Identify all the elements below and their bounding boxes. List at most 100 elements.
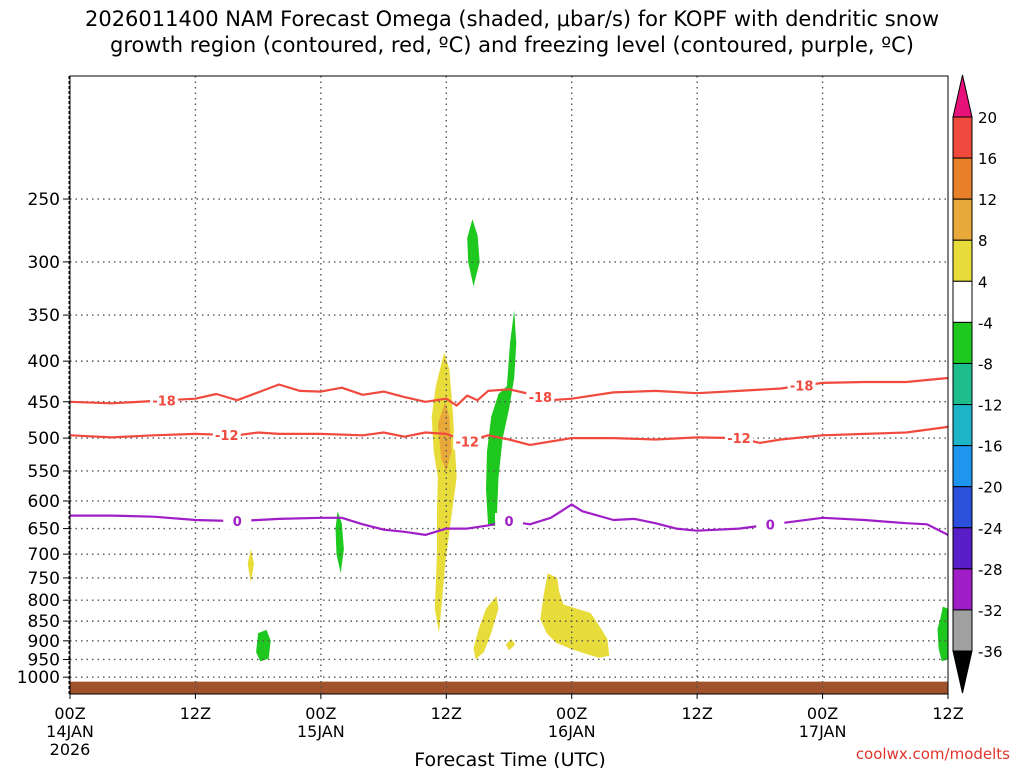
contour-dgz-minus12-label-bg-0	[212, 426, 241, 443]
y-tick-label-500: 500	[28, 429, 60, 449]
colorbar-label-13: -36	[978, 643, 1003, 661]
title-line-1: 2026011400 NAM Forecast Omega (shaded, μ…	[84, 7, 940, 31]
x-tick-label-3: 12Z	[431, 704, 462, 723]
x-tick-label-6: 00Z	[807, 704, 838, 723]
x-year-label-0: 2026	[50, 740, 91, 759]
contour-lines: -18 -18 -18 -12 -12 -12 0 0 0	[69, 376, 949, 536]
contour-dgz-minus18-label-bg-1	[526, 389, 555, 406]
y-tick-label-650: 650	[28, 520, 60, 540]
colorbar-label-8: -16	[978, 438, 1003, 456]
contour-freezing-0-label-1: 0	[504, 515, 513, 530]
x-tick-label-2: 00Z	[305, 704, 336, 723]
y-tick-label-300: 300	[28, 253, 60, 273]
y-tick-label-350: 350	[28, 306, 60, 326]
contour-freezing-0-label-bg-2	[756, 516, 785, 533]
contour-freezing-0-label-bg-1	[495, 513, 523, 530]
y-tick-label-850: 850	[28, 612, 60, 632]
contour-dgz-minus18-label-1: -18	[529, 391, 553, 406]
contour-dgz-minus12-label-0: -12	[215, 429, 239, 444]
grid-lines	[70, 76, 948, 694]
y-tick-label-950: 950	[28, 650, 60, 670]
colorbar-label-0: 20	[978, 109, 997, 127]
x-axis-label: Forecast Time (UTC)	[414, 749, 605, 768]
contour-dgz-minus18-label-bg-2	[787, 377, 816, 394]
x-date-label-0: 14JAN	[46, 722, 94, 741]
omega-region-2	[256, 629, 271, 662]
y-tick-label-400: 400	[28, 352, 60, 372]
omega-region-3	[335, 511, 344, 574]
x-tick-label-5: 12Z	[681, 704, 712, 723]
colorbar-bin-0	[952, 116, 973, 159]
title-line-2: growth region (contoured, red, ºC) and f…	[110, 33, 914, 57]
colorbar-label-1: 16	[978, 150, 997, 168]
colorbar-bin-8	[952, 445, 973, 488]
colorbar-bin-11	[952, 568, 973, 611]
colorbar-label-10: -24	[978, 520, 1003, 538]
contour-dgz-minus18-label-2: -18	[790, 380, 814, 395]
colorbar-bin-3	[952, 239, 973, 282]
colorbar-label-11: -28	[978, 561, 1003, 579]
colorbar-label-6: -8	[978, 355, 993, 373]
contour-freezing-0-label-0: 0	[233, 515, 242, 530]
omega-shading	[247, 219, 948, 662]
y-tick-label-600: 600	[28, 492, 60, 512]
y-tick-label-750: 750	[28, 569, 60, 589]
colorbar-label-5: -4	[978, 314, 993, 332]
colorbar-top-arrow	[952, 74, 973, 118]
colorbar-bin-5	[952, 321, 973, 364]
colorbar: 20 16 12 8 4 -4 -8 -12 -16 -20 -24 -28 -32 -36	[952, 74, 1003, 694]
ground-layer	[70, 681, 948, 694]
omega-region-10	[937, 606, 948, 662]
colorbar-label-7: -12	[978, 397, 1003, 415]
colorbar-bin-7	[952, 404, 973, 447]
contour-freezing-0-label-bg-0	[223, 513, 252, 530]
contour-freezing-0-label-2: 0	[766, 519, 775, 534]
contour-dgz-minus12-label-bg-1	[453, 433, 482, 450]
omega-region-1	[247, 549, 254, 583]
colorbar-bin-9	[952, 486, 973, 529]
contour-dgz-minus18-label-bg-0	[150, 392, 179, 409]
colorbar-label-9: -20	[978, 479, 1003, 497]
axes: 2503003504004505005506006507007508008509…	[17, 75, 964, 759]
colorbar-label-3: 8	[978, 232, 988, 250]
colorbar-label-12: -32	[978, 602, 1003, 620]
omega-region-8	[505, 638, 516, 651]
contour-dgz-minus12-label-bg-2	[724, 430, 753, 447]
omega-region-4	[431, 352, 457, 634]
x-date-label-2: 15JAN	[297, 722, 345, 741]
contour-dgz-minus12-label-2: -12	[727, 432, 751, 447]
y-tick-label-450: 450	[28, 393, 60, 413]
colorbar-bin-10	[952, 527, 973, 570]
colorbar-label-2: 12	[978, 191, 997, 209]
x-tick-label-1: 12Z	[180, 704, 211, 723]
y-tick-label-550: 550	[28, 462, 60, 482]
colorbar-bin-2	[952, 198, 973, 241]
x-date-label-4: 16JAN	[548, 722, 596, 741]
x-date-label-6: 17JAN	[799, 722, 847, 741]
omega-region-7	[473, 595, 499, 660]
source-credit: coolwx.com/modelts	[855, 745, 1010, 763]
omega-region-6	[486, 310, 517, 526]
colorbar-bottom-arrow	[952, 650, 973, 694]
contour-dgz-minus18-line	[69, 376, 949, 407]
x-tick-label-0: 00Z	[54, 704, 85, 723]
plot-frame	[69, 75, 949, 695]
colorbar-label-4: 4	[978, 273, 988, 291]
y-tick-label-250: 250	[28, 190, 60, 210]
x-tick-label-4: 00Z	[556, 704, 587, 723]
colorbar-bin-4	[952, 280, 973, 323]
y-tick-label-700: 700	[28, 545, 60, 565]
contour-dgz-minus12-label-1: -12	[455, 436, 479, 451]
omega-region-0	[467, 219, 480, 287]
y-tick-label-800: 800	[28, 591, 60, 611]
colorbar-bin-6	[952, 362, 973, 406]
colorbar-bin-1	[952, 157, 973, 200]
contour-dgz-minus18-label-0: -18	[152, 394, 176, 409]
omega-region-9	[540, 573, 610, 658]
colorbar-bin-12	[952, 609, 973, 652]
contour-dgz-minus12-line	[69, 425, 949, 446]
y-tick-label-1000: 1000	[17, 668, 60, 688]
chart-title: 2026011400 NAM Forecast Omega (shaded, μ…	[0, 6, 1024, 58]
y-tick-label-900: 900	[28, 632, 60, 652]
